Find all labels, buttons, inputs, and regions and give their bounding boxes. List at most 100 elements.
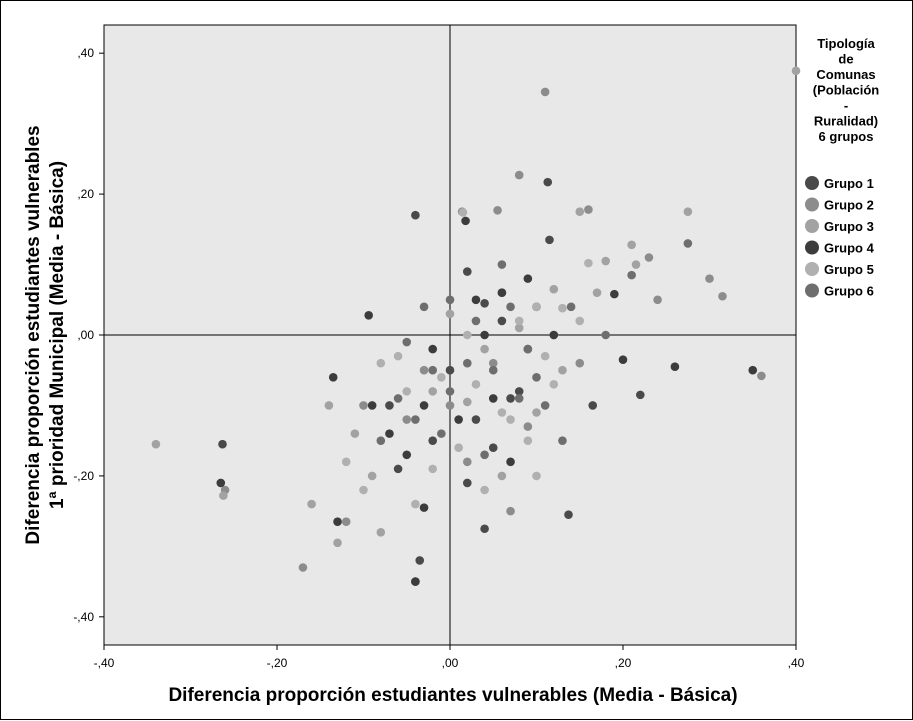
point-grupo-4 xyxy=(419,401,429,410)
legend-label: Grupo 3 xyxy=(824,219,874,234)
point-grupo-5 xyxy=(506,415,515,424)
legend-label: Grupo 4 xyxy=(824,241,875,256)
legend-marker xyxy=(805,219,819,233)
point-grupo-1 xyxy=(411,210,420,220)
x-tick-label: -,40 xyxy=(94,656,115,670)
x-axis-title: Diferencia proporción estudiantes vulner… xyxy=(168,685,737,706)
y-tick-label: ,00 xyxy=(77,328,94,342)
point-grupo-1 xyxy=(480,298,489,308)
point-grupo-4 xyxy=(461,216,470,226)
point-grupo-2 xyxy=(718,291,727,301)
legend-label: Grupo 1 xyxy=(824,176,874,191)
point-grupo-4 xyxy=(216,478,226,488)
data-points xyxy=(151,66,801,586)
point-grupo-2 xyxy=(445,401,455,410)
point-grupo-2 xyxy=(402,415,412,424)
point-grupo-1 xyxy=(480,524,489,534)
point-grupo-5 xyxy=(514,316,524,326)
point-grupo-6 xyxy=(445,295,455,305)
point-grupo-6 xyxy=(463,358,472,368)
point-grupo-5 xyxy=(575,316,585,326)
point-grupo-3 xyxy=(324,401,334,410)
point-grupo-2 xyxy=(488,358,498,368)
point-grupo-2 xyxy=(514,170,524,180)
point-grupo-5 xyxy=(558,303,567,313)
point-grupo-1 xyxy=(514,387,524,396)
point-grupo-4 xyxy=(506,457,515,467)
point-grupo-6 xyxy=(488,365,498,375)
point-grupo-6 xyxy=(497,260,507,269)
point-grupo-2 xyxy=(523,422,533,431)
point-grupo-4 xyxy=(402,450,412,460)
point-grupo-4 xyxy=(488,394,498,403)
legend-marker xyxy=(805,283,819,298)
point-grupo-6 xyxy=(566,302,576,312)
point-grupo-6 xyxy=(471,316,481,326)
point-grupo-6 xyxy=(411,415,420,424)
point-grupo-4 xyxy=(471,295,481,305)
point-grupo-5 xyxy=(359,485,368,495)
point-grupo-3 xyxy=(549,284,559,294)
point-grupo-5 xyxy=(437,372,446,382)
point-grupo-3 xyxy=(683,207,693,217)
point-grupo-3 xyxy=(575,207,585,217)
point-grupo-6 xyxy=(376,436,386,445)
point-grupo-3 xyxy=(791,66,801,76)
point-grupo-4 xyxy=(419,503,429,512)
point-grupo-3 xyxy=(350,429,360,438)
point-grupo-3 xyxy=(307,499,316,509)
point-grupo-1 xyxy=(218,439,227,449)
point-grupo-4 xyxy=(428,344,438,354)
legend-title-line: de xyxy=(838,52,853,67)
point-grupo-4 xyxy=(549,330,559,340)
legend-marker xyxy=(805,262,819,276)
legend-title-line: Ruralidad) xyxy=(814,114,878,129)
point-grupo-1 xyxy=(543,177,553,187)
point-grupo-1 xyxy=(506,394,515,403)
point-grupo-4 xyxy=(618,355,628,364)
y-tick-label: ,40 xyxy=(77,46,94,60)
legend-label: Grupo 5 xyxy=(824,262,874,277)
point-grupo-3 xyxy=(445,309,455,319)
point-grupo-6 xyxy=(540,401,550,410)
point-grupo-2 xyxy=(644,253,654,262)
point-grupo-5 xyxy=(549,380,559,389)
point-grupo-2 xyxy=(653,295,662,305)
point-grupo-5 xyxy=(428,464,438,474)
point-grupo-3 xyxy=(497,471,507,481)
legend-marker xyxy=(805,240,819,255)
point-grupo-3 xyxy=(631,260,641,269)
point-grupo-4 xyxy=(454,415,463,424)
point-grupo-1 xyxy=(385,401,394,410)
legend-title-line: 6 grupos xyxy=(819,129,874,144)
legend-title-line: Tipología xyxy=(817,36,875,51)
point-grupo-6 xyxy=(445,387,455,396)
point-grupo-4 xyxy=(328,372,338,382)
legend: TipologíadeComunas(Población-Ruralidad)6… xyxy=(805,36,879,299)
point-grupo-2 xyxy=(575,358,585,368)
point-grupo-1 xyxy=(564,510,573,519)
point-grupo-5 xyxy=(463,330,472,340)
point-grupo-4 xyxy=(670,362,680,372)
point-grupo-6 xyxy=(683,239,693,248)
point-grupo-5 xyxy=(497,408,507,417)
point-grupo-5 xyxy=(480,485,489,495)
point-grupo-3 xyxy=(627,240,636,250)
point-grupo-6 xyxy=(437,429,446,438)
point-grupo-5 xyxy=(523,436,533,445)
point-grupo-5 xyxy=(458,208,468,217)
point-grupo-1 xyxy=(588,401,598,410)
legend-title-line: Comunas xyxy=(816,67,875,82)
point-grupo-2 xyxy=(493,205,502,215)
x-tick-label: ,40 xyxy=(788,656,805,670)
point-grupo-5 xyxy=(471,380,481,389)
point-grupo-3 xyxy=(376,527,386,537)
y-tick-label: ,20 xyxy=(77,187,94,201)
point-grupo-1 xyxy=(545,235,554,245)
point-grupo-1 xyxy=(471,415,481,424)
legend-marker xyxy=(805,197,819,212)
point-grupo-2 xyxy=(298,563,308,572)
point-grupo-3 xyxy=(463,397,472,407)
point-grupo-6 xyxy=(532,372,541,382)
